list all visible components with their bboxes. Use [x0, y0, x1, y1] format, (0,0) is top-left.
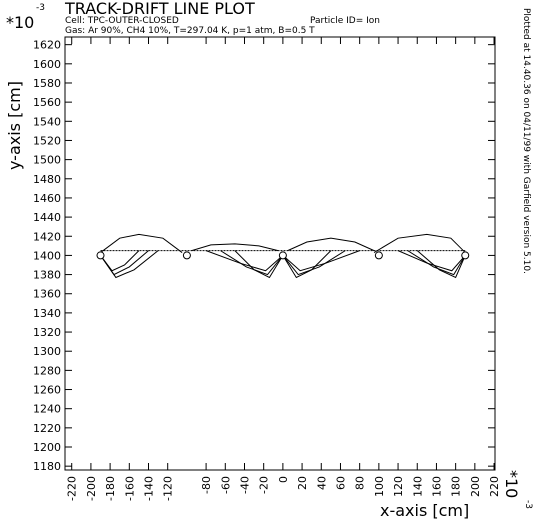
- footer-note: Plotted at 14.40.36 on 04/11/99 with Gar…: [521, 8, 531, 274]
- y-tick-label: 1500: [33, 154, 61, 167]
- y-tick-label: 1520: [33, 134, 61, 147]
- x-axis-label: x-axis [cm]: [380, 501, 469, 520]
- wire: [182, 251, 191, 260]
- wire: [278, 251, 287, 260]
- wire: [96, 251, 105, 260]
- drift-line: [100, 250, 140, 272]
- x-tick-label: -200: [85, 476, 98, 501]
- drift-line: [100, 233, 183, 253]
- y-tick-label: 1240: [33, 403, 61, 416]
- y-tick-label: 1420: [33, 230, 61, 243]
- y-tick-label: 1300: [33, 345, 61, 358]
- y-tick-label: 1260: [33, 384, 61, 397]
- y-scale: *10: [6, 13, 34, 32]
- y-tick-label: 1340: [33, 307, 61, 320]
- x-tick-label: -180: [104, 476, 117, 501]
- x-tick-label: 160: [430, 476, 443, 497]
- y-tick-label: 1580: [33, 77, 61, 90]
- x-tick-label: -160: [123, 476, 136, 501]
- particle-label: Particle ID= Ion: [310, 16, 380, 26]
- y-tick-label: 1220: [33, 422, 61, 435]
- x-tick-label: 80: [354, 476, 367, 490]
- x-tick-label: 180: [450, 476, 463, 497]
- plot-frame: [64, 36, 496, 471]
- x-tick-label: -220: [66, 476, 79, 501]
- x-tick-label: -40: [238, 476, 251, 494]
- drift-line: [397, 250, 466, 272]
- drift-line: [234, 250, 284, 279]
- y-tick-label: 1480: [33, 173, 61, 186]
- drift-line: [287, 237, 375, 252]
- x-scale: *10: [502, 470, 521, 498]
- y-scale-exp: -3: [36, 3, 45, 13]
- x-tick-label: 220: [488, 476, 501, 497]
- y-tick-label: 1560: [33, 96, 61, 109]
- wire: [461, 251, 470, 260]
- y-tick-label: 1600: [33, 58, 61, 71]
- x-tick-label: -60: [219, 476, 232, 494]
- y-tick-label: 1180: [33, 460, 61, 473]
- x-tick-label: 0: [277, 476, 290, 483]
- y-axis-label: y-axis [cm]: [5, 81, 24, 170]
- x-tick-label: 100: [373, 476, 386, 497]
- y-tick-label: 1200: [33, 441, 61, 454]
- y-tick-label: 1440: [33, 211, 61, 224]
- drift-line: [100, 250, 159, 279]
- x-tick-label: -20: [258, 476, 271, 494]
- x-tick-label: 40: [315, 476, 328, 490]
- drift-line: [373, 233, 466, 253]
- x-tick-label: 140: [411, 476, 424, 497]
- cell-label: Cell: TPC-OUTER-CLOSED: [65, 16, 179, 26]
- drift-line: [416, 250, 466, 279]
- chart-title: TRACK-DRIFT LINE PLOT: [64, 0, 255, 18]
- wire: [374, 251, 383, 260]
- drift-line: [205, 250, 284, 272]
- y-tick-label: 1280: [33, 364, 61, 377]
- drift-line: [407, 250, 466, 276]
- y-tick-label: 1320: [33, 326, 61, 339]
- drift-line: [282, 250, 360, 272]
- y-tick-label: 1360: [33, 288, 61, 301]
- drift-line: [100, 250, 149, 276]
- x-tick-label: 200: [469, 476, 482, 497]
- y-tick-label: 1460: [33, 192, 61, 205]
- y-tick-label: 1620: [33, 39, 61, 52]
- y-tick-label: 1380: [33, 269, 61, 282]
- x-tick-label: 120: [392, 476, 405, 497]
- x-tick-label: -140: [143, 476, 156, 501]
- x-tick-label: -120: [162, 476, 175, 501]
- y-tick-label: 1540: [33, 115, 61, 128]
- x-tick-label: 60: [334, 476, 347, 490]
- x-tick-label: 20: [296, 476, 309, 490]
- drift-line: [191, 243, 279, 252]
- x-tick-label: -80: [200, 476, 213, 494]
- drift-line: [282, 250, 332, 279]
- y-tick-label: 1400: [33, 249, 61, 262]
- x-scale-exp: -3: [523, 500, 533, 509]
- gas-label: Gas: Ar 90%, CH4 10%, T=297.04 K, p=1 at…: [65, 26, 315, 36]
